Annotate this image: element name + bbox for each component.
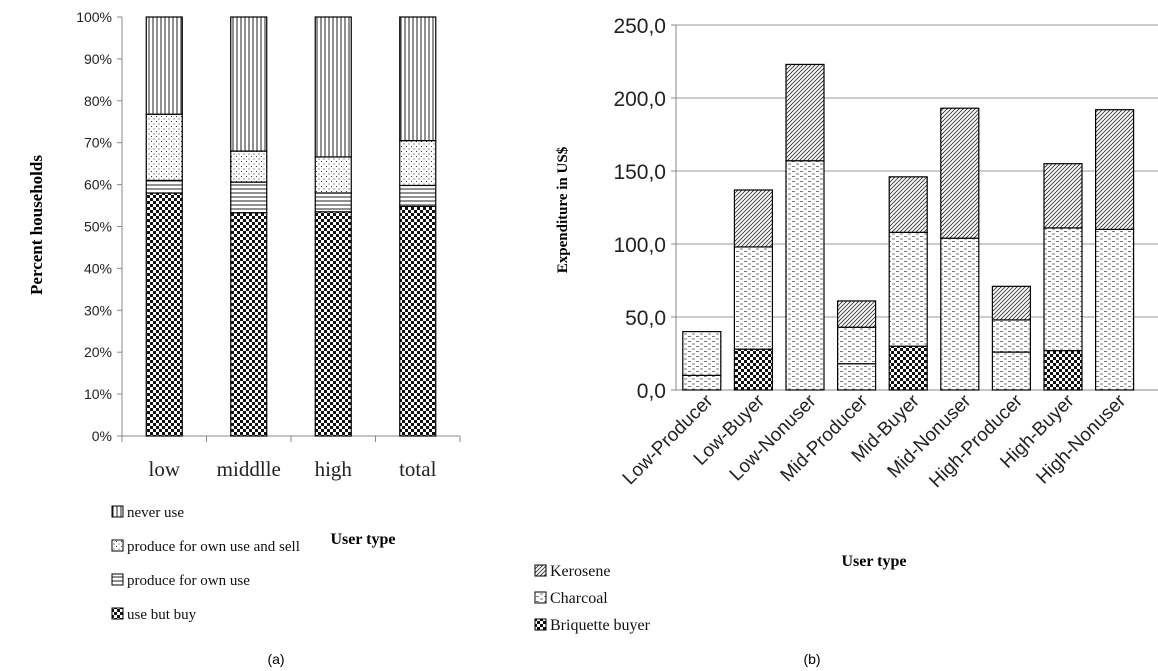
right-bar-high-producer-charcoal-lower — [991, 351, 1032, 391]
left-bar-high-never-use — [314, 16, 352, 158]
left-bar-high-produce-for-own-use-and-sell — [314, 156, 352, 194]
right-legend-label: Briquette buyer — [550, 617, 651, 634]
left-bar-low-produce-for-own-use-and-sell — [145, 113, 183, 182]
left-legend-label: produce for own use and sell — [127, 539, 300, 555]
left-bar-total-produce-for-own-use — [399, 184, 437, 207]
left-x-tick-label: total — [399, 457, 436, 481]
right-legend-swatch-charcoal — [534, 591, 547, 604]
left-bar-middlle-produce-for-own-use — [230, 181, 268, 214]
right-ylabel: Expenditure in US$ — [555, 146, 571, 273]
left-y-tick-label: 100% — [76, 9, 112, 25]
left-legend-swatch-never-use — [111, 505, 124, 518]
left-caption: (a) — [267, 651, 284, 667]
right-bar-high-buyer-kerosene — [1043, 163, 1083, 229]
left-legend-label: use but buy — [127, 607, 197, 623]
left-bar-low-use-but-buy — [145, 192, 183, 437]
right-bar-high-producer-charcoal — [991, 319, 1032, 353]
left-xlabel: User type — [330, 531, 395, 548]
right-legend-label: Kerosene — [550, 563, 610, 580]
left-bar-middlle-produce-for-own-use-and-sell — [230, 150, 268, 183]
right-bar-low-buyer-briquette-buyer — [733, 348, 774, 391]
right-plot-area: 0,050,0100,0150,0200,0250,0Low-ProducerL… — [534, 15, 1158, 634]
left-bar-high-use-but-buy — [314, 211, 352, 437]
right-bar-low-nonuser-charcoal — [785, 160, 825, 391]
right-bar-mid-producer-charcoal-lower — [836, 363, 877, 391]
right-bar-low-buyer-charcoal — [733, 246, 774, 350]
right-bar-high-buyer-charcoal — [1043, 227, 1083, 352]
right-bar-mid-producer-kerosene — [836, 300, 877, 328]
left-bar-high-produce-for-own-use — [314, 192, 352, 213]
left-legend-swatch-produce-for-own-use-and-sell — [111, 539, 124, 552]
right-bar-high-nonuser-charcoal — [1094, 228, 1135, 391]
right-legend-swatch-kerosene — [534, 564, 547, 577]
left-bar-middlle-never-use — [230, 16, 268, 152]
right-legend-swatch-briquette-buyer — [534, 618, 547, 631]
right-legend-label: Charcoal — [550, 590, 608, 607]
right-bar-mid-producer-charcoal — [836, 326, 877, 365]
right-bar-mid-nonuser-kerosene — [940, 107, 980, 239]
right-bar-high-producer-kerosene — [991, 285, 1032, 321]
left-ylabel: Percent households — [27, 155, 46, 295]
left-legend-label: produce for own use — [127, 573, 250, 589]
left-bar-total-use-but-buy — [399, 205, 437, 437]
left-x-tick-label: high — [315, 457, 353, 481]
left-legend-swatch-use-but-buy — [111, 607, 124, 620]
left-bar-low-produce-for-own-use — [145, 179, 183, 194]
right-x-tick-label: High-Nonuser — [1032, 390, 1130, 488]
right-bar-low-producer-charcoal — [682, 331, 722, 377]
left-y-tick-label: 0% — [92, 428, 112, 444]
right-y-tick-label: 250,0 — [613, 15, 666, 38]
right-bar-low-producer-charcoal-lower — [682, 374, 722, 391]
right-x-tick-label: Low-Producer — [619, 390, 718, 489]
right-bar-mid-nonuser-charcoal — [940, 237, 980, 391]
right-caption: (b) — [803, 651, 820, 667]
left-y-tick-label: 60% — [84, 177, 112, 193]
right-bar-low-buyer-kerosene — [733, 189, 774, 248]
left-y-tick-label: 40% — [84, 260, 112, 276]
left-y-tick-label: 70% — [84, 135, 112, 151]
left-bar-total-never-use — [399, 16, 437, 142]
left-legend-label: never use — [127, 505, 184, 521]
right-y-tick-label: 0,0 — [637, 380, 666, 403]
right-xlabel: User type — [841, 553, 906, 570]
left-y-tick-label: 80% — [84, 93, 112, 109]
left-bar-total-produce-for-own-use-and-sell — [399, 140, 437, 187]
left-y-tick-label: 10% — [84, 386, 112, 402]
right-bar-mid-buyer-kerosene — [888, 176, 928, 233]
left-x-tick-label: middlle — [217, 457, 281, 481]
right-bar-high-buyer-briquette-buyer — [1043, 349, 1083, 391]
left-y-tick-label: 50% — [84, 219, 112, 235]
right-y-tick-label: 50,0 — [625, 307, 666, 330]
left-legend-swatch-produce-for-own-use — [111, 573, 124, 586]
right-y-tick-label: 200,0 — [613, 88, 666, 111]
left-plot-area: 0% 10% 20% 30% 40% 50% 60% 70% 80% 90% 100% low midd… — [76, 9, 461, 623]
left-y-tick-label: 90% — [84, 51, 112, 67]
right-y-tick-label: 150,0 — [613, 161, 666, 184]
right-bar-mid-buyer-charcoal — [888, 231, 928, 347]
right-bar-low-nonuser-kerosene — [785, 63, 825, 162]
right-bar-high-nonuser-kerosene — [1094, 109, 1135, 231]
left-bar-middlle-use-but-buy — [230, 212, 268, 437]
left-y-tick-label: 20% — [84, 344, 112, 360]
right-y-tick-label: 100,0 — [613, 234, 666, 257]
left-x-tick-label: low — [149, 457, 181, 481]
left-y-tick-label: 30% — [84, 302, 112, 318]
right-bar-mid-buyer-briquette-buyer — [888, 345, 928, 391]
left-bar-low-never-use — [145, 16, 183, 115]
